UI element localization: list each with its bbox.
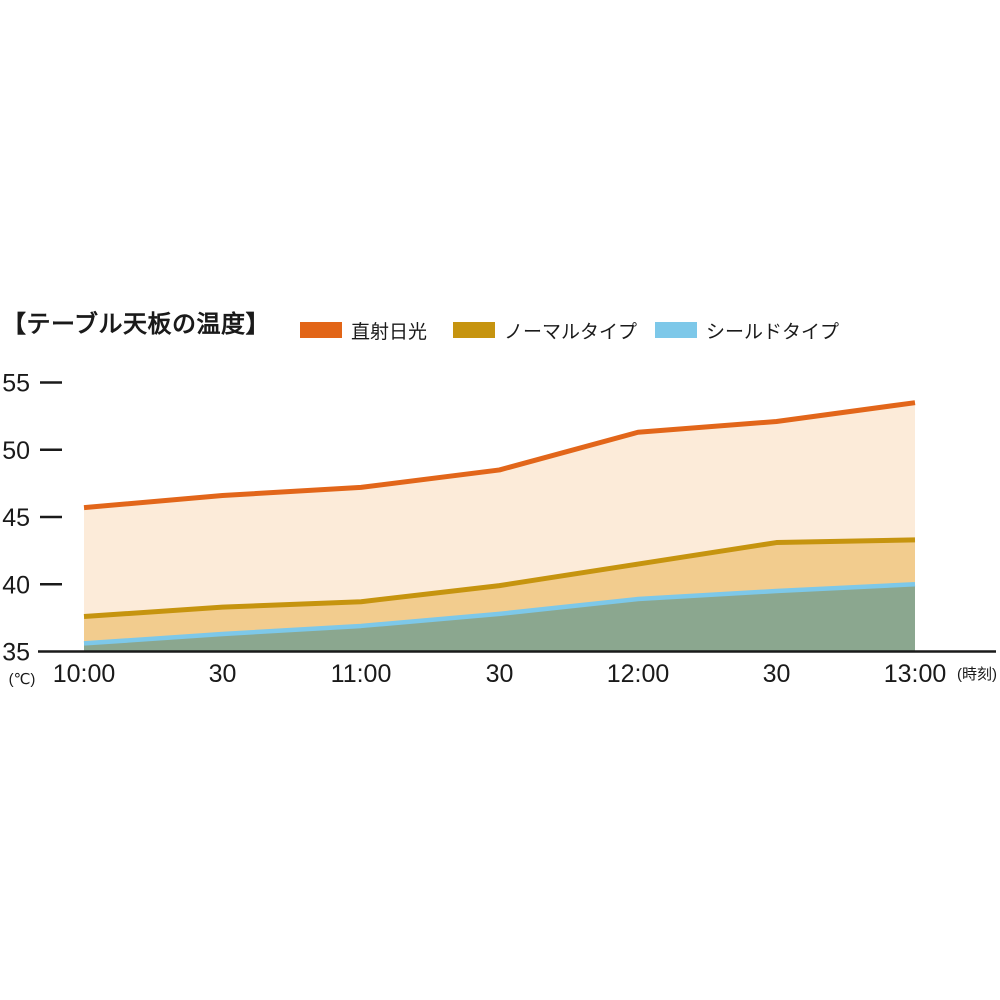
legend-item-shield-type: シールドタイプ xyxy=(655,318,840,343)
legend-swatch-shield-type-icon xyxy=(655,322,697,338)
series-line-2 xyxy=(83,582,916,646)
legend-item-normal-type: ノーマルタイプ xyxy=(453,318,638,343)
y-tick-label: 45 xyxy=(2,504,30,532)
y-unit-label: (℃) xyxy=(9,671,36,688)
legend-item-direct-sunlight: 直射日光 xyxy=(300,318,428,343)
y-tick-label: 40 xyxy=(2,571,30,599)
y-tick-label: 35 xyxy=(2,639,30,667)
x-tick-label: 30 xyxy=(209,660,237,688)
x-tick-label: 12:00 xyxy=(607,660,670,688)
x-tick-label: 30 xyxy=(486,660,514,688)
y-tick-label: 55 xyxy=(2,370,30,398)
y-tick-label: 50 xyxy=(2,437,30,465)
legend-label-direct-sunlight: 直射日光 xyxy=(351,321,428,343)
x-unit-label: (時刻) xyxy=(957,666,997,683)
x-tick-label: 13:00 xyxy=(884,660,947,688)
x-tick-label: 30 xyxy=(763,660,791,688)
series-line-1 xyxy=(83,537,916,620)
legend-label-shield-type: シールドタイプ xyxy=(706,321,840,343)
series-line-0 xyxy=(83,400,916,511)
legend-swatch-normal-type-icon xyxy=(453,322,495,338)
legend-label-normal-type: ノーマルタイプ xyxy=(504,321,638,343)
x-tick-label: 10:00 xyxy=(53,660,116,688)
x-tick-label: 11:00 xyxy=(331,660,392,688)
chart-title: 【テーブル天板の温度】 xyxy=(2,311,271,338)
series-area-2 xyxy=(84,584,915,652)
legend-swatch-direct-sunlight-icon xyxy=(300,322,342,338)
